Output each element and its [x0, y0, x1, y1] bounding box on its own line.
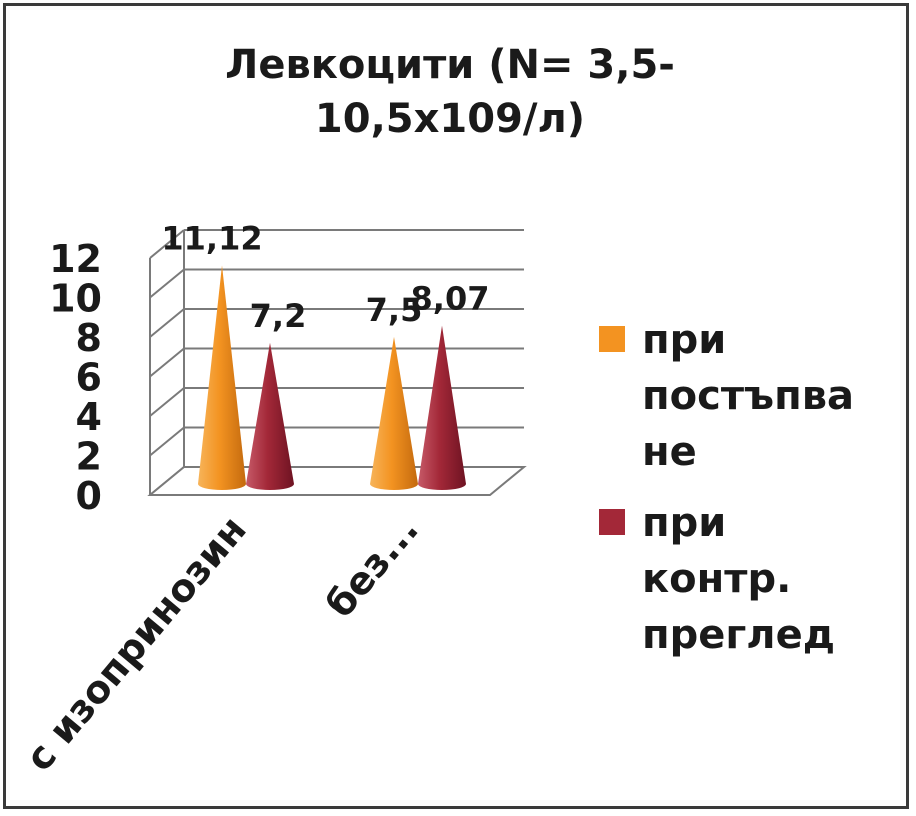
y-tick-label: 10 — [49, 277, 102, 321]
y-tick-label: 6 — [76, 356, 102, 400]
legend-label-line: преглед — [642, 612, 836, 658]
y-tick-label: 8 — [76, 316, 102, 360]
legend-label-line: постъпва — [642, 373, 855, 419]
chart-title-line-2: 10,5х109/л) — [314, 96, 586, 142]
data-label: 8,07 — [411, 280, 490, 318]
x-tick-label: с изопринозин — [17, 508, 255, 780]
gridline-side — [149, 229, 185, 259]
legend-label-line: при — [642, 317, 727, 363]
legend-label-series-1: при постъпва не — [642, 312, 902, 480]
legend-label-line: не — [642, 429, 697, 475]
gridline-side — [149, 426, 185, 457]
y-tick-label: 2 — [76, 435, 102, 479]
bar — [370, 336, 418, 490]
bar-cone — [198, 265, 246, 490]
data-label: 7,5 — [366, 291, 423, 329]
gridline-side — [149, 347, 185, 378]
bar-cone — [246, 342, 294, 490]
data-label: 11,12 — [161, 219, 262, 257]
chart-title: Левкоцити (N= 3,5- 10,5х109/л) — [190, 38, 710, 146]
bar — [198, 265, 246, 490]
gridline-side — [149, 387, 185, 417]
gridline-side — [149, 268, 185, 299]
y-tick-label: 0 — [76, 474, 102, 518]
x-tick-label: без... — [318, 508, 427, 626]
bar-cone — [418, 325, 466, 490]
chart-frame — [3, 3, 909, 809]
gridline-side — [149, 308, 185, 338]
legend-label-line: при — [642, 500, 727, 546]
chart-title-line-1: Левкоцити (N= 3,5- — [225, 42, 675, 88]
bar-cone — [370, 336, 418, 490]
bar — [246, 342, 294, 490]
legend-label-series-2: при контр. преглед — [642, 495, 902, 663]
legend-label-line: контр. — [642, 556, 792, 602]
y-tick-label: 12 — [49, 237, 102, 281]
legend-swatch-series-2 — [599, 509, 625, 535]
data-label: 7,2 — [250, 297, 307, 335]
legend-swatch-series-1 — [599, 326, 625, 352]
y-tick-label: 4 — [76, 395, 102, 439]
bar — [418, 325, 466, 490]
